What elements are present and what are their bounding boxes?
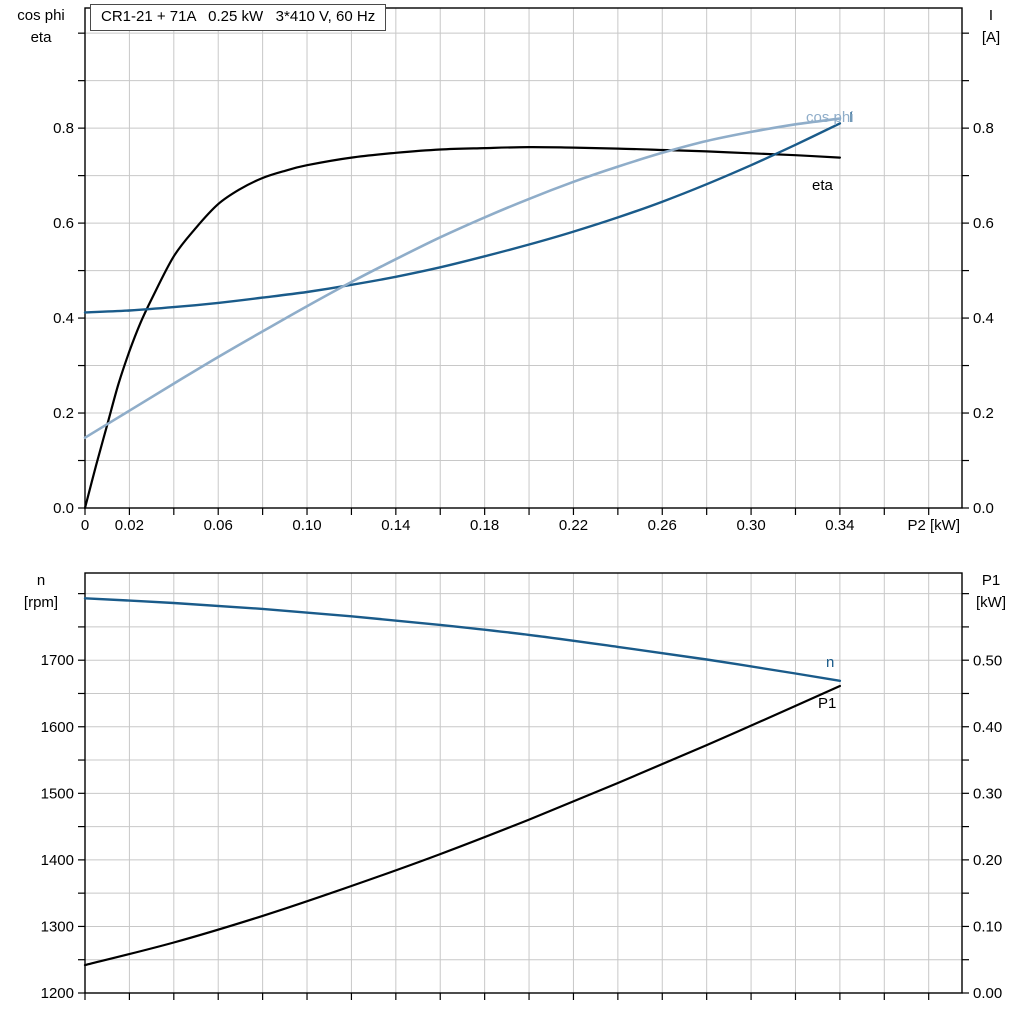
svg-text:0.20: 0.20 bbox=[973, 852, 1002, 869]
bottom-plot-right-axis-title: [kW] bbox=[976, 594, 1006, 611]
svg-text:0.14: 0.14 bbox=[381, 517, 410, 534]
svg-text:0.4: 0.4 bbox=[53, 310, 74, 327]
svg-text:0.50: 0.50 bbox=[973, 653, 1002, 670]
top-plot-left-axis-title: eta bbox=[31, 29, 53, 46]
P1-curve bbox=[83, 684, 841, 967]
svg-text:0.0: 0.0 bbox=[973, 500, 994, 517]
top-plot-x-labels: 0 0.02 0.06 0.10 0.14 0.18 0.22 0.26 0.30 0.34 P2 … bbox=[81, 517, 960, 534]
bottom-plot-right-axis-title: P1 bbox=[982, 572, 1000, 589]
svg-text:0.22: 0.22 bbox=[559, 517, 588, 534]
svg-text:0.18: 0.18 bbox=[470, 517, 499, 534]
top-plot-frame bbox=[84, 7, 963, 509]
I-curve-label: I bbox=[849, 109, 853, 126]
top-plot-x-axis-title: P2 [kW] bbox=[907, 517, 960, 534]
svg-text:0.34: 0.34 bbox=[825, 517, 854, 534]
svg-text:0.10: 0.10 bbox=[292, 517, 321, 534]
top-plot-left-axis-title: cos phi bbox=[17, 7, 65, 24]
svg-text:1300: 1300 bbox=[41, 918, 74, 935]
bottom-plot-frame bbox=[84, 572, 963, 994]
n-curve bbox=[83, 597, 842, 682]
chart-title: CR1-21 + 71A 0.25 kW 3*410 V, 60 Hz bbox=[90, 4, 387, 31]
bottom-plot-left-axis-title: n bbox=[37, 572, 45, 589]
bottom-plot-axis-titles: n [rpm] P1 [kW] bbox=[24, 572, 1006, 611]
top-plot-left-labels: 0.0 0.2 0.4 0.6 0.8 bbox=[53, 120, 74, 517]
top-plot-right-axis-title: [A] bbox=[982, 29, 1000, 46]
svg-text:0.26: 0.26 bbox=[648, 517, 677, 534]
svg-text:0.4: 0.4 bbox=[973, 310, 994, 327]
svg-text:1700: 1700 bbox=[41, 652, 74, 669]
svg-text:0.8: 0.8 bbox=[973, 120, 994, 137]
svg-text:0.00: 0.00 bbox=[973, 985, 1002, 1002]
svg-text:1600: 1600 bbox=[41, 719, 74, 736]
top-plot-axis-titles: cos phi eta I [A] bbox=[17, 7, 1000, 46]
top-plot-right-axis-title: I bbox=[989, 7, 993, 24]
bottom-plot-left-axis-title: [rpm] bbox=[24, 594, 58, 611]
bottom-plot-grid bbox=[78, 573, 969, 1000]
svg-text:1500: 1500 bbox=[41, 785, 74, 802]
top-plot-grid bbox=[78, 8, 969, 515]
I-curve bbox=[83, 122, 842, 314]
P1-curve-label: P1 bbox=[818, 695, 836, 712]
svg-text:0.8: 0.8 bbox=[53, 120, 74, 137]
cos-phi-curve-label: cos phi bbox=[806, 109, 854, 126]
eta-curve-label: eta bbox=[812, 177, 834, 194]
svg-text:0.30: 0.30 bbox=[973, 786, 1002, 803]
svg-text:0.06: 0.06 bbox=[204, 517, 233, 534]
svg-text:0.30: 0.30 bbox=[736, 517, 765, 534]
svg-text:1400: 1400 bbox=[41, 852, 74, 869]
svg-text:0: 0 bbox=[81, 517, 89, 534]
svg-text:1200: 1200 bbox=[41, 985, 74, 1002]
svg-text:0.10: 0.10 bbox=[973, 919, 1002, 936]
top-plot: 0 0.02 0.06 0.10 0.14 0.18 0.22 0.26 0.30 0.34 P2 … bbox=[17, 7, 1000, 534]
bottom-plot-right-labels: 0.00 0.10 0.20 0.30 0.40 0.50 bbox=[973, 653, 1002, 1002]
svg-text:0.2: 0.2 bbox=[973, 405, 994, 422]
svg-text:0.6: 0.6 bbox=[53, 215, 74, 232]
n-curve-label: n bbox=[826, 654, 834, 671]
cos-phi-curve bbox=[83, 117, 842, 439]
bottom-plot-left-labels: 1200 1300 1400 1500 1600 1700 bbox=[41, 652, 74, 1002]
top-plot-right-labels: 0.0 0.2 0.4 0.6 0.8 bbox=[973, 120, 994, 517]
svg-text:0.40: 0.40 bbox=[973, 719, 1002, 736]
svg-text:0.6: 0.6 bbox=[973, 215, 994, 232]
svg-text:0.02: 0.02 bbox=[115, 517, 144, 534]
eta-curve bbox=[83, 145, 841, 510]
bottom-plot: 1200 1300 1400 1500 1600 1700 0.00 0.10 0.20 0.30… bbox=[24, 572, 1006, 1002]
svg-text:0.0: 0.0 bbox=[53, 500, 74, 517]
svg-text:0.2: 0.2 bbox=[53, 405, 74, 422]
